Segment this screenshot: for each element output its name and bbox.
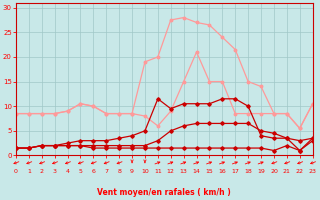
X-axis label: Vent moyen/en rafales ( km/h ): Vent moyen/en rafales ( km/h ): [97, 188, 231, 197]
